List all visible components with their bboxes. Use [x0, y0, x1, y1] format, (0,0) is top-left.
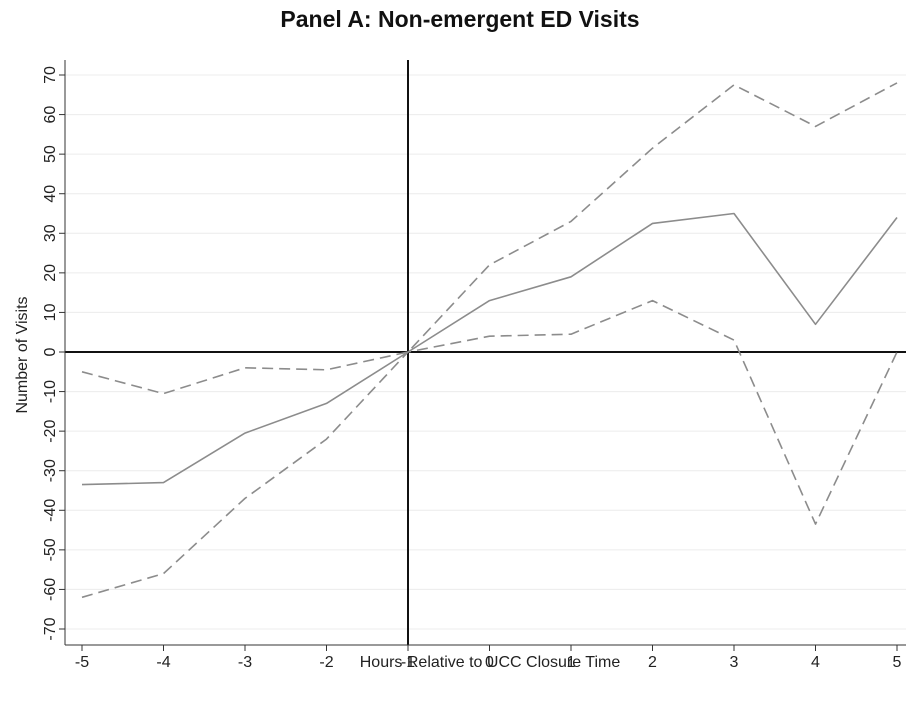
- grid-lines: [65, 74, 906, 630]
- reference-lines: [65, 60, 906, 645]
- y-tick-label: 20: [42, 264, 59, 282]
- x-tick-label: -2: [319, 654, 333, 671]
- y-tick-label: 40: [42, 185, 59, 203]
- x-tick-label: -3: [238, 654, 252, 671]
- y-tick-label: 10: [42, 303, 59, 321]
- y-tick-label: 70: [42, 66, 59, 84]
- y-tick-label: -30: [42, 459, 59, 482]
- x-tick-label: -1: [401, 654, 415, 671]
- x-tick-label: 5: [893, 654, 902, 671]
- y-axis-label: Number of Visits: [14, 296, 31, 413]
- x-axis-label: Hours Relative to UCC Closure Time: [360, 654, 621, 671]
- y-tick-label: -60: [42, 578, 59, 601]
- y-tick-label: -10: [42, 380, 59, 403]
- chart-title: Panel A: Non-emergent ED Visits: [280, 6, 639, 32]
- series-line-estimate: [81, 212, 898, 486]
- x-tick-label: 1: [567, 654, 576, 671]
- y-tick-label: -50: [42, 538, 59, 561]
- x-tick-label: -4: [156, 654, 170, 671]
- y-tick-label: 30: [42, 224, 59, 242]
- x-tick-label: -5: [75, 654, 89, 671]
- x-tick-labels: -5 -4 -3 -2 -1 0 1 2 3 4 5: [75, 654, 902, 671]
- x-tick-label: 4: [811, 654, 820, 671]
- y-tick-label: 0: [42, 347, 59, 356]
- y-tick-label: -20: [42, 419, 59, 442]
- series-lines: [81, 82, 898, 599]
- x-tick-label: 3: [730, 654, 739, 671]
- series-line-upper-bound: [81, 82, 898, 395]
- x-tick-label: 0: [485, 654, 494, 671]
- y-tick-label: 50: [42, 145, 59, 163]
- y-tick-label: -70: [42, 617, 59, 640]
- y-tick-label: 60: [42, 106, 59, 124]
- x-tick-label: 2: [648, 654, 657, 671]
- axes: [59, 60, 906, 651]
- y-tick-label: -40: [42, 499, 59, 522]
- series-line-lower-bound: [81, 299, 898, 599]
- y-tick-labels: 70 60 50 40 30 20 10 0 -10 -20 -30 -40 -50 -60 -70: [42, 66, 59, 641]
